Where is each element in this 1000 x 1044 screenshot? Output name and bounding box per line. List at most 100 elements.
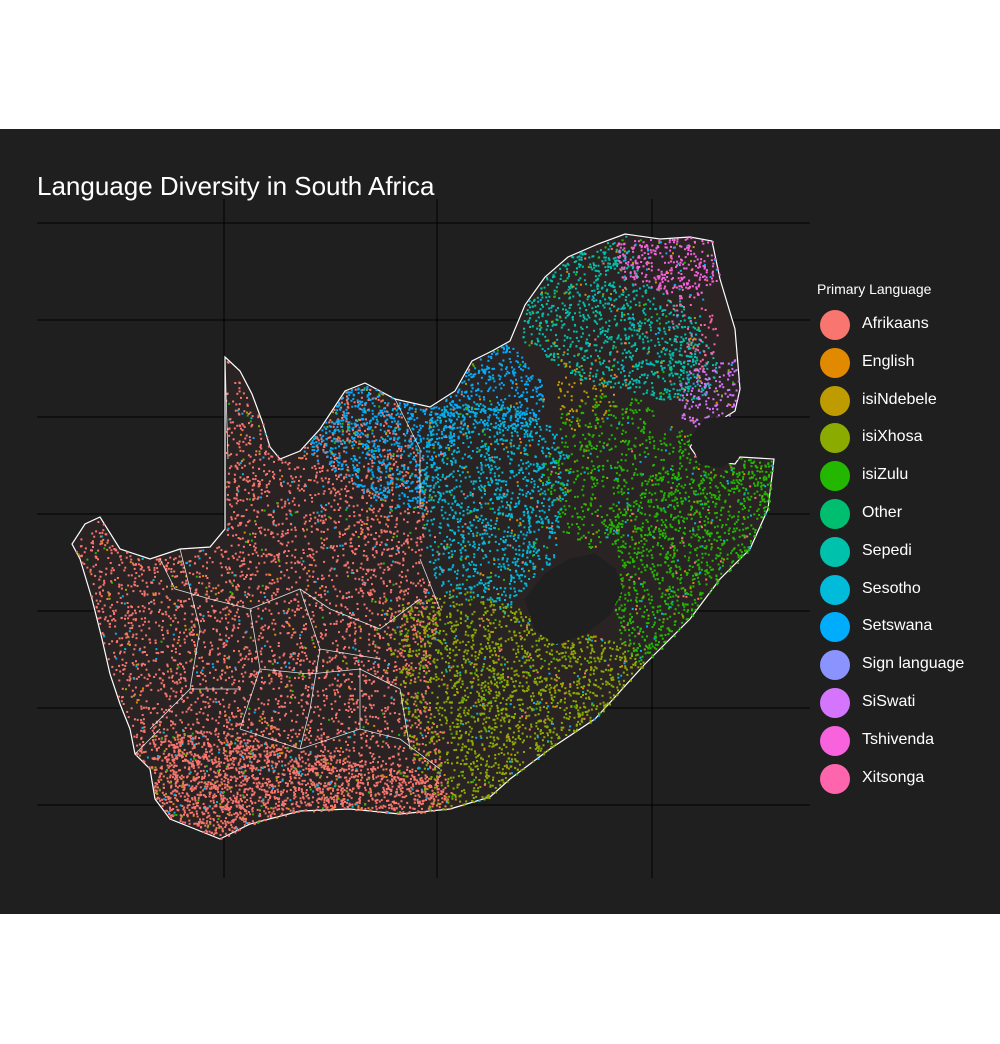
language-dot (354, 632, 356, 635)
language-dot (273, 519, 275, 522)
language-dot (427, 661, 430, 664)
language-dot (217, 739, 220, 741)
language-dot (97, 521, 100, 523)
language-dot (235, 492, 238, 495)
language-dot (206, 567, 208, 570)
language-dot (327, 481, 330, 484)
language-dot (373, 435, 376, 438)
language-dot (283, 551, 285, 554)
language-dot (317, 520, 320, 523)
language-dot (140, 721, 143, 724)
language-dot (249, 574, 252, 576)
language-dot (189, 740, 192, 743)
language-dot (128, 614, 131, 617)
language-dot (369, 508, 372, 511)
language-dot (102, 633, 105, 636)
language-dot (146, 585, 149, 588)
language-dot (180, 571, 183, 574)
language-dot (239, 449, 242, 452)
language-dot (152, 579, 155, 582)
language-dot (137, 675, 140, 678)
language-dot (368, 593, 370, 596)
language-dot (249, 411, 252, 414)
language-dot (237, 608, 239, 611)
language-dot (240, 712, 243, 715)
language-dot (203, 812, 206, 815)
language-dot (379, 390, 382, 393)
language-dot (338, 685, 341, 688)
language-dot (381, 463, 384, 466)
language-dot (214, 668, 217, 671)
language-dot (335, 649, 338, 652)
language-dot (241, 429, 244, 432)
language-dot (187, 650, 190, 653)
language-dot (243, 739, 246, 742)
language-dot (156, 567, 159, 570)
language-dot (173, 638, 176, 641)
language-dot (143, 606, 146, 609)
language-dot (233, 618, 236, 621)
language-dot (383, 489, 385, 492)
language-dot (321, 515, 324, 518)
language-dot (369, 715, 372, 718)
language-dot (346, 527, 349, 530)
language-dot (295, 581, 298, 584)
language-dot (277, 732, 280, 735)
language-dot (271, 532, 274, 535)
language-dot (313, 634, 316, 637)
language-dot (269, 797, 271, 799)
language-dot (396, 599, 399, 602)
language-dot (173, 681, 176, 684)
language-dot (355, 791, 358, 794)
language-dot (319, 470, 321, 473)
language-dot (342, 614, 345, 616)
language-dot (414, 606, 417, 609)
language-dot (356, 504, 359, 507)
language-dot (424, 701, 427, 704)
language-dot (370, 682, 373, 685)
language-dot (111, 567, 114, 570)
language-dot (374, 426, 377, 429)
language-dot (268, 754, 271, 757)
language-dot (140, 707, 143, 710)
language-dot (402, 645, 405, 648)
language-dot (198, 737, 201, 739)
language-dot (426, 776, 428, 779)
language-dot (346, 506, 349, 509)
language-dot (320, 722, 323, 725)
language-dot (224, 714, 227, 717)
language-dot (205, 600, 208, 603)
language-dot (361, 776, 364, 779)
language-dot (411, 548, 414, 551)
language-dot (182, 782, 184, 785)
language-dot (423, 729, 426, 732)
language-dot (212, 801, 215, 804)
language-dot (385, 762, 388, 765)
language-dot (268, 759, 270, 762)
language-dot (181, 581, 184, 584)
language-dot (238, 816, 241, 819)
language-dot (80, 538, 83, 541)
language-dot (158, 720, 161, 723)
language-dot (277, 756, 280, 759)
language-dot (135, 663, 138, 666)
language-dot (95, 605, 98, 608)
language-dot (371, 731, 374, 734)
language-dot (334, 693, 337, 696)
language-dot (239, 424, 242, 427)
language-dot (335, 574, 338, 577)
language-dot (171, 656, 174, 659)
language-dot (294, 511, 297, 514)
language-dot (133, 648, 136, 651)
language-dot (180, 603, 183, 606)
language-dot (264, 534, 267, 537)
language-dot (383, 424, 385, 427)
language-dot (337, 797, 340, 800)
language-dot (176, 667, 179, 670)
language-dot (241, 537, 244, 540)
language-dot (363, 423, 366, 426)
language-dot (228, 718, 231, 721)
language-dot (434, 613, 437, 616)
language-dot (215, 630, 218, 633)
language-dot (211, 648, 214, 651)
